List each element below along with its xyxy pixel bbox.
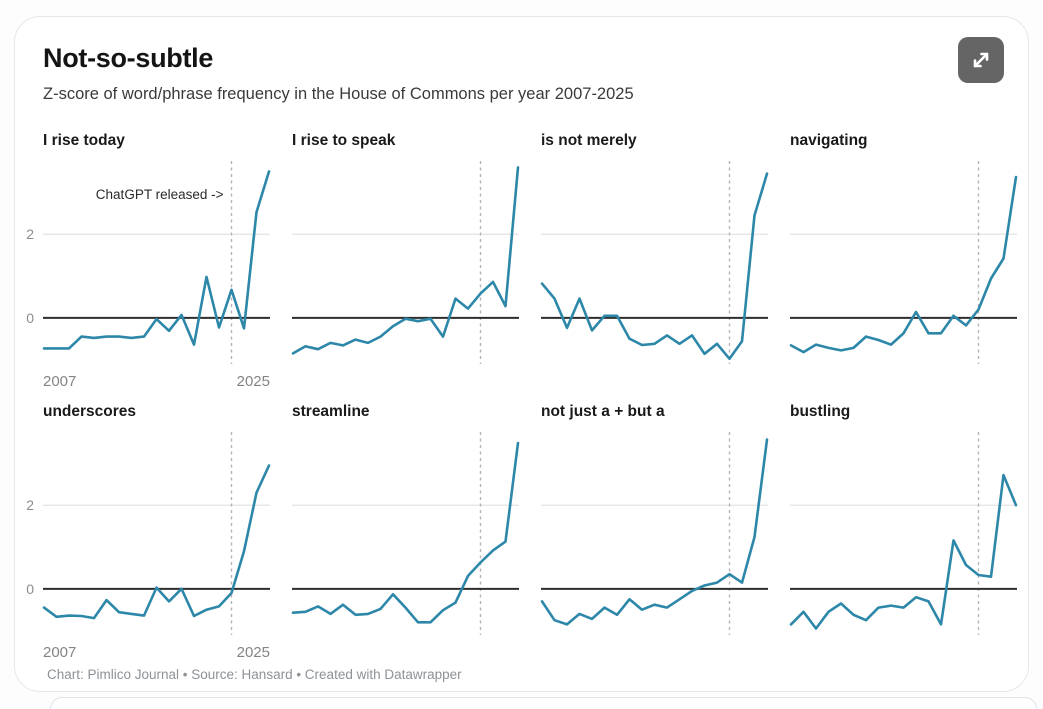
y-tick-label: 2 xyxy=(26,226,34,242)
chart-panel: underscores 2 0 2007 2025 xyxy=(26,403,271,661)
chart-panel: I rise to speak20072025 xyxy=(291,132,520,390)
zscore-line xyxy=(291,166,520,355)
x-tick-start: 2007 xyxy=(43,373,77,390)
panel-title: streamline xyxy=(292,403,370,420)
panel-plot: 20 xyxy=(26,432,271,635)
zscore-line xyxy=(291,441,520,624)
next-card-edge xyxy=(50,697,1037,709)
panel-plot xyxy=(540,432,769,635)
chart-panel: is not merely20072025 xyxy=(540,132,769,390)
zscore-line xyxy=(789,175,1018,354)
panel-plot xyxy=(291,432,520,635)
zscore-line xyxy=(789,473,1018,630)
y-tick-label: 0 xyxy=(26,310,34,326)
x-tick-end: 2025 xyxy=(236,373,270,390)
zscore-line xyxy=(540,172,769,361)
x-tick-start: 2007 xyxy=(43,644,77,661)
panel-title: I rise today xyxy=(43,132,125,149)
panel-title: I rise to speak xyxy=(292,132,396,149)
zscore-line xyxy=(42,464,271,620)
panel-plot xyxy=(291,161,520,364)
x-tick-end: 2025 xyxy=(236,644,270,661)
chart-panel: I rise today 2 0 ChatGPT released -> 2007 202… xyxy=(26,132,271,390)
page-title: Not-so-subtle xyxy=(43,43,214,73)
expand-button[interactable] xyxy=(958,37,1004,83)
chart-card: Not-so-subtle Z-score of word/phrase fre… xyxy=(14,16,1029,692)
zscore-line xyxy=(540,438,769,626)
x-axis-labels: 2007 2025 xyxy=(43,644,270,661)
page-subtitle: Z-score of word/phrase frequency in the … xyxy=(43,85,634,103)
panel-title: is not merely xyxy=(541,132,637,149)
panel-title: underscores xyxy=(43,403,137,420)
panel-plot xyxy=(789,432,1018,635)
chart-panel: navigating20072025 xyxy=(789,132,1018,390)
y-tick-label: 2 xyxy=(26,497,34,513)
x-axis-labels: 2007 2025 xyxy=(43,373,270,390)
chart-panel: streamline20072025 xyxy=(291,403,520,661)
panel-title: bustling xyxy=(790,403,851,420)
panel-plot: 2 0 ChatGPT released -> xyxy=(26,161,271,364)
panel-plot xyxy=(789,161,1018,364)
panel-title: navigating xyxy=(790,132,868,149)
y-tick-label: 0 xyxy=(26,581,34,597)
chart-panel: not just a + but a20072025 xyxy=(540,403,769,661)
chatgpt-annotation: ChatGPT released -> xyxy=(96,187,224,202)
panel-title: not just a + but a xyxy=(541,403,665,420)
expand-arrows-icon xyxy=(973,52,989,68)
zscore-line xyxy=(42,170,271,350)
panel-plot xyxy=(540,161,769,364)
chart-panel: bustling20072025 xyxy=(789,403,1018,661)
footer-credits: Chart: Pimlico Journal • Source: Hansard… xyxy=(47,667,462,682)
charts-grid: I rise today 2 0 ChatGPT released -> 2007 202… xyxy=(26,132,1018,661)
